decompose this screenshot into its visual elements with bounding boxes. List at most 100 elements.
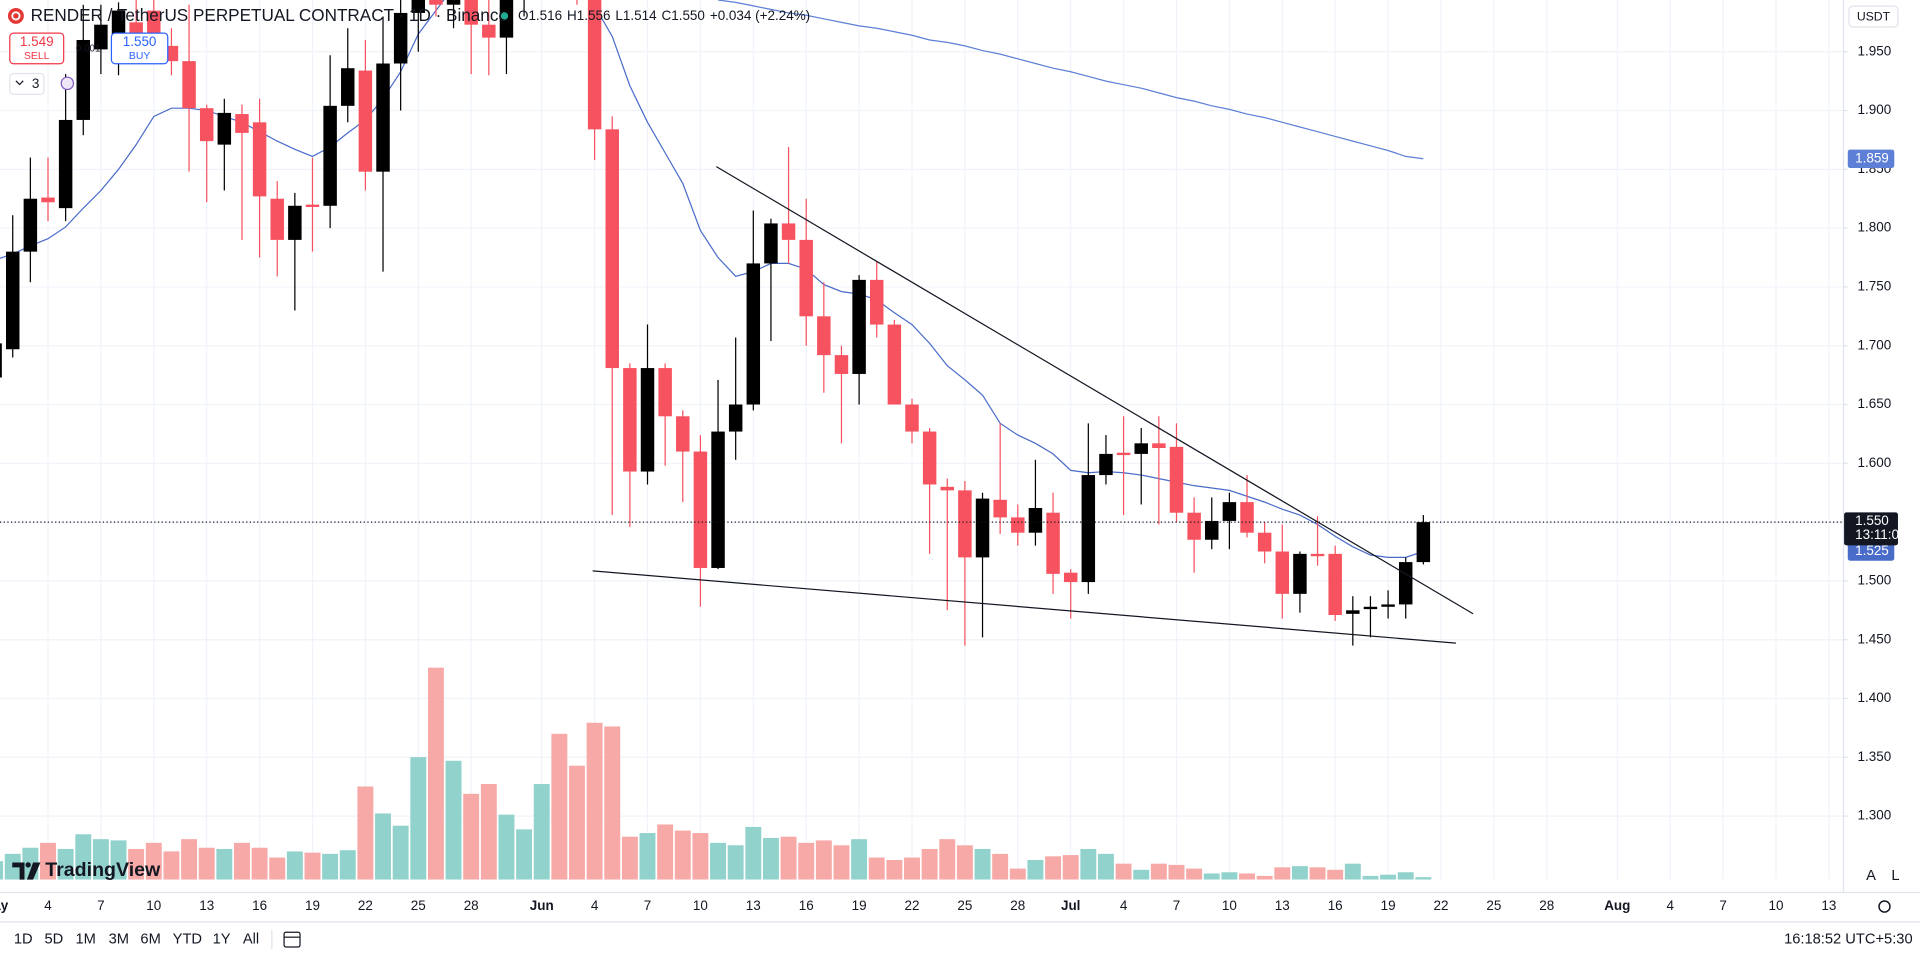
volume-bar bbox=[1062, 855, 1079, 880]
x-tick-label: Aug bbox=[1604, 898, 1630, 913]
candle-body bbox=[693, 451, 708, 568]
candle-body bbox=[852, 279, 866, 374]
currency-box[interactable] bbox=[1848, 5, 1899, 28]
x-tick-label: 16 bbox=[799, 898, 814, 913]
auto-scale-button[interactable]: A bbox=[1866, 868, 1876, 884]
buy-label[interactable]: BUY bbox=[129, 51, 150, 62]
sell-button[interactable]: 1.549 SELL bbox=[9, 32, 65, 65]
candle-body bbox=[1081, 475, 1096, 583]
candle-body bbox=[429, 0, 443, 5]
indicators-count[interactable]: 3 bbox=[32, 76, 39, 91]
volume-bar bbox=[1397, 872, 1414, 880]
x-tick-label: 19 bbox=[852, 898, 867, 913]
date-range-button[interactable] bbox=[283, 931, 301, 948]
volume-bar bbox=[463, 793, 480, 880]
y-tick-label: 1.750 bbox=[1858, 278, 1892, 293]
sell-label[interactable]: SELL bbox=[24, 51, 50, 62]
currency[interactable]: USDT bbox=[1857, 9, 1891, 23]
legend-change: +0.034 (+2.24%) bbox=[710, 7, 810, 22]
buy-price[interactable]: 1.550 bbox=[123, 34, 157, 49]
range-button[interactable]: 6M bbox=[140, 931, 160, 947]
candle-body bbox=[58, 119, 73, 209]
chevron-icon[interactable] bbox=[15, 80, 24, 86]
volume-bar bbox=[145, 842, 162, 880]
ma-badge-label: 1.859 bbox=[1855, 150, 1889, 165]
volume-bar bbox=[1344, 863, 1361, 880]
candle-body bbox=[1363, 606, 1378, 610]
y-tick-label: 1.350 bbox=[1858, 749, 1892, 764]
candle-body bbox=[1328, 553, 1342, 616]
indicators-toggle[interactable]: 3 bbox=[9, 72, 45, 95]
candle-body bbox=[41, 197, 55, 203]
candle-body bbox=[958, 490, 972, 558]
buy-box[interactable] bbox=[110, 32, 169, 65]
legend-key: L bbox=[615, 7, 623, 22]
sell-box[interactable] bbox=[9, 32, 65, 65]
range-button[interactable]: All bbox=[243, 931, 259, 947]
volume-bar bbox=[851, 839, 868, 880]
volume-bar bbox=[357, 786, 374, 880]
candle-body bbox=[1187, 512, 1201, 540]
indicator-icon[interactable] bbox=[60, 76, 75, 91]
x-tick-label: 7 bbox=[644, 898, 651, 913]
title[interactable]: RENDER / TetherUS PERPETUAL CONTRACT · 1… bbox=[31, 4, 508, 24]
candle-body bbox=[199, 108, 214, 142]
volume-bar bbox=[639, 833, 656, 880]
range-button[interactable]: 3M bbox=[109, 931, 129, 947]
range-button[interactable]: 1D bbox=[14, 931, 33, 947]
moving-averages bbox=[0, 0, 1424, 559]
candle-body bbox=[1011, 517, 1025, 533]
volume-bar bbox=[1256, 875, 1273, 880]
trendline bbox=[716, 166, 1474, 615]
candle-body bbox=[341, 68, 355, 106]
x-tick-label: 10 bbox=[1222, 898, 1237, 913]
log-scale-button[interactable]: L bbox=[1891, 868, 1899, 884]
x-tick-label: 7 bbox=[1173, 898, 1180, 913]
x-tick-label: Jul bbox=[1061, 898, 1080, 913]
logo-mark bbox=[12, 862, 25, 880]
x-tick-label: 16 bbox=[1328, 898, 1343, 913]
settings-button[interactable] bbox=[1878, 900, 1891, 913]
buy-button[interactable]: 1.550 BUY bbox=[110, 32, 169, 65]
clock[interactable]: 16:18:52 UTC+5:30 bbox=[1784, 931, 1913, 947]
calendar-icon[interactable] bbox=[283, 931, 301, 948]
y-tick-label: 1.600 bbox=[1858, 455, 1892, 470]
x-tick-label: 25 bbox=[1486, 898, 1501, 913]
volume-bar bbox=[1239, 873, 1255, 880]
range-button[interactable]: 1M bbox=[76, 931, 96, 947]
volume-bar bbox=[92, 839, 109, 880]
volume-bar bbox=[1133, 869, 1150, 880]
candle-body bbox=[1099, 453, 1113, 476]
candle-body bbox=[781, 223, 796, 240]
legend-value: 1.550 bbox=[671, 7, 705, 22]
x-tick-label: 4 bbox=[44, 898, 52, 913]
currency-button[interactable]: USDT bbox=[1848, 5, 1899, 28]
legend-value: 1.516 bbox=[528, 7, 562, 22]
x-tick-label: 22 bbox=[358, 898, 373, 913]
volume-bar bbox=[657, 824, 674, 880]
candle-body bbox=[252, 122, 267, 197]
volume-bar bbox=[322, 853, 339, 880]
legend-key: O bbox=[518, 7, 528, 22]
range-button[interactable]: 5D bbox=[44, 931, 63, 947]
candle-body bbox=[1116, 452, 1131, 456]
sell-price[interactable]: 1.549 bbox=[20, 34, 54, 49]
indicators-box[interactable] bbox=[9, 72, 45, 95]
market-status bbox=[500, 12, 509, 20]
volume-bar bbox=[1168, 864, 1185, 880]
range-button[interactable]: 1Y bbox=[213, 931, 231, 947]
ma-badge bbox=[1847, 149, 1895, 168]
volume-bar bbox=[251, 847, 268, 880]
volume-bar bbox=[1150, 863, 1167, 880]
range-button[interactable]: YTD bbox=[173, 931, 202, 947]
logo-mark bbox=[26, 862, 41, 880]
symbol-title[interactable]: RENDER / TetherUS PERPETUAL CONTRACT · 1… bbox=[31, 4, 508, 24]
candles bbox=[0, 0, 1431, 646]
volume-bar bbox=[1098, 853, 1114, 880]
candle-body bbox=[1310, 553, 1325, 557]
volume-bar bbox=[621, 836, 638, 880]
candle-body bbox=[993, 499, 1007, 518]
